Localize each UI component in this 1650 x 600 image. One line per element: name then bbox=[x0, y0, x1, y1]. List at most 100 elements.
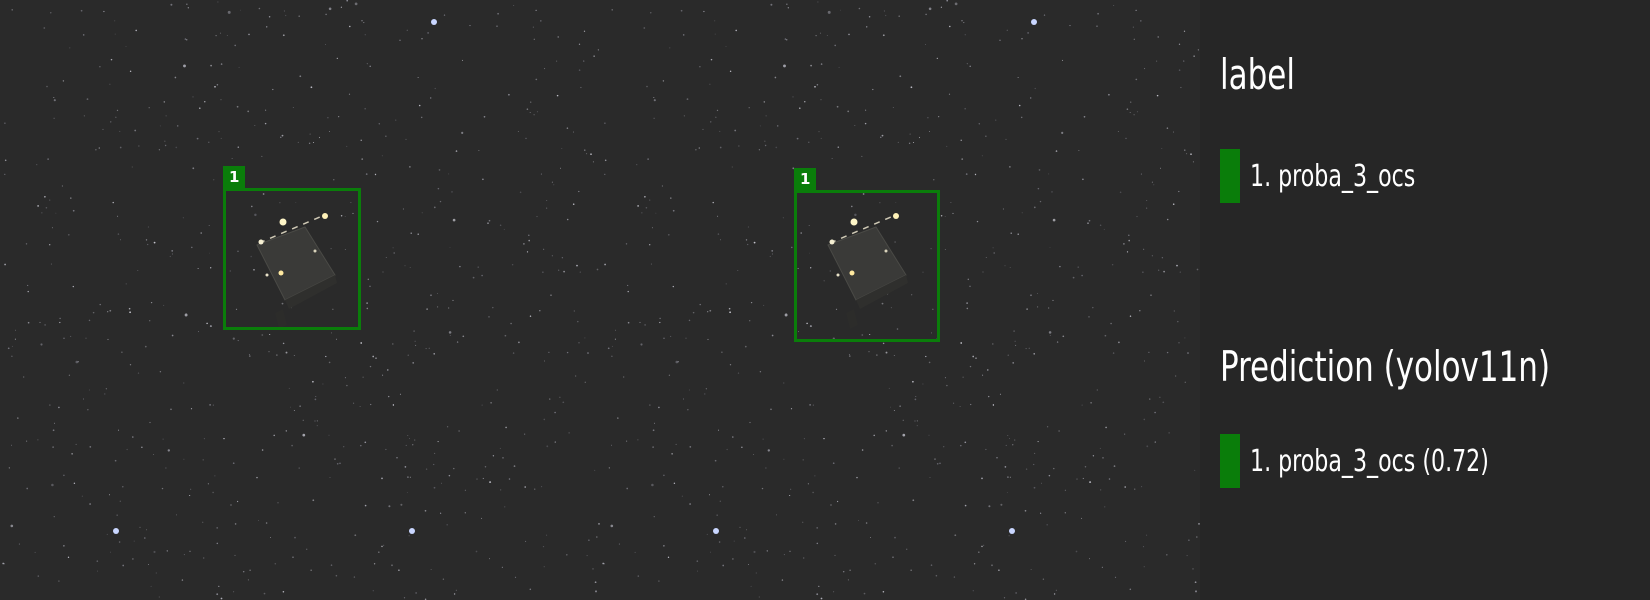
star bbox=[215, 34, 217, 37]
star bbox=[526, 108, 529, 110]
star bbox=[834, 44, 836, 47]
star bbox=[61, 185, 63, 187]
star bbox=[510, 322, 512, 325]
star bbox=[45, 207, 48, 209]
star bbox=[816, 542, 819, 545]
star bbox=[719, 146, 722, 149]
star bbox=[584, 149, 586, 151]
star bbox=[1090, 402, 1092, 404]
star bbox=[686, 98, 689, 100]
star bbox=[437, 293, 439, 295]
star bbox=[1009, 267, 1011, 268]
star bbox=[1193, 55, 1195, 57]
star bbox=[982, 374, 984, 376]
star bbox=[1190, 153, 1192, 155]
star bbox=[120, 239, 122, 241]
star bbox=[208, 141, 210, 143]
star bbox=[707, 311, 709, 313]
star bbox=[268, 351, 270, 353]
star bbox=[1084, 466, 1087, 468]
star bbox=[1118, 341, 1120, 344]
star bbox=[546, 207, 548, 209]
star bbox=[428, 347, 430, 349]
star bbox=[476, 478, 478, 480]
star bbox=[753, 241, 756, 244]
star bbox=[1038, 169, 1041, 171]
star bbox=[996, 457, 998, 459]
star bbox=[925, 13, 927, 16]
star bbox=[837, 146, 840, 148]
star bbox=[230, 504, 232, 506]
star bbox=[753, 454, 755, 456]
star bbox=[439, 512, 442, 514]
star bbox=[433, 486, 436, 489]
star bbox=[449, 246, 451, 248]
star bbox=[1187, 352, 1189, 354]
star bbox=[294, 536, 296, 539]
star bbox=[1087, 222, 1089, 224]
star bbox=[1160, 167, 1162, 169]
star bbox=[298, 15, 300, 17]
star bbox=[427, 32, 429, 34]
star bbox=[1110, 322, 1112, 325]
star bbox=[981, 545, 983, 548]
star bbox=[737, 269, 739, 271]
star bbox=[59, 321, 61, 324]
star bbox=[163, 304, 165, 306]
star bbox=[1051, 191, 1053, 193]
star bbox=[1142, 271, 1144, 273]
legend-panel: label 1. proba_3_ocs Prediction (yolov11… bbox=[1200, 0, 1650, 600]
star bbox=[109, 309, 112, 312]
star bbox=[335, 338, 337, 340]
star bbox=[412, 444, 414, 446]
star bbox=[417, 233, 419, 235]
star bbox=[144, 537, 146, 539]
star bbox=[308, 142, 311, 145]
star bbox=[584, 381, 587, 384]
star bbox=[1034, 87, 1036, 90]
star bbox=[413, 330, 415, 332]
star bbox=[802, 521, 804, 523]
star bbox=[1141, 486, 1143, 488]
star bbox=[1144, 360, 1146, 362]
star bbox=[53, 117, 55, 119]
star bbox=[72, 209, 75, 212]
star bbox=[354, 534, 357, 537]
star bbox=[265, 522, 268, 524]
star bbox=[652, 429, 655, 432]
star bbox=[425, 348, 427, 350]
star bbox=[309, 133, 311, 135]
star bbox=[112, 201, 114, 204]
star bbox=[330, 247, 332, 250]
bright-star bbox=[1009, 528, 1015, 534]
star bbox=[131, 436, 134, 438]
star bbox=[227, 10, 231, 14]
star bbox=[477, 266, 479, 268]
star bbox=[535, 78, 538, 81]
star bbox=[1157, 36, 1159, 38]
star bbox=[943, 446, 945, 448]
star bbox=[274, 563, 277, 565]
star bbox=[536, 216, 538, 218]
star bbox=[273, 434, 275, 437]
star bbox=[482, 178, 484, 181]
star bbox=[104, 393, 106, 395]
star bbox=[1017, 77, 1019, 78]
star bbox=[315, 395, 317, 397]
star bbox=[952, 212, 954, 214]
star bbox=[546, 534, 548, 536]
star bbox=[728, 307, 731, 310]
star bbox=[146, 529, 148, 531]
star bbox=[437, 306, 439, 308]
star bbox=[998, 569, 1000, 572]
star bbox=[1053, 593, 1056, 595]
star bbox=[838, 66, 840, 68]
star bbox=[699, 66, 701, 68]
star bbox=[672, 209, 675, 212]
star bbox=[706, 533, 708, 535]
star bbox=[206, 322, 208, 325]
star bbox=[861, 449, 864, 451]
star bbox=[1194, 581, 1197, 584]
star bbox=[363, 22, 365, 24]
star bbox=[448, 307, 450, 309]
